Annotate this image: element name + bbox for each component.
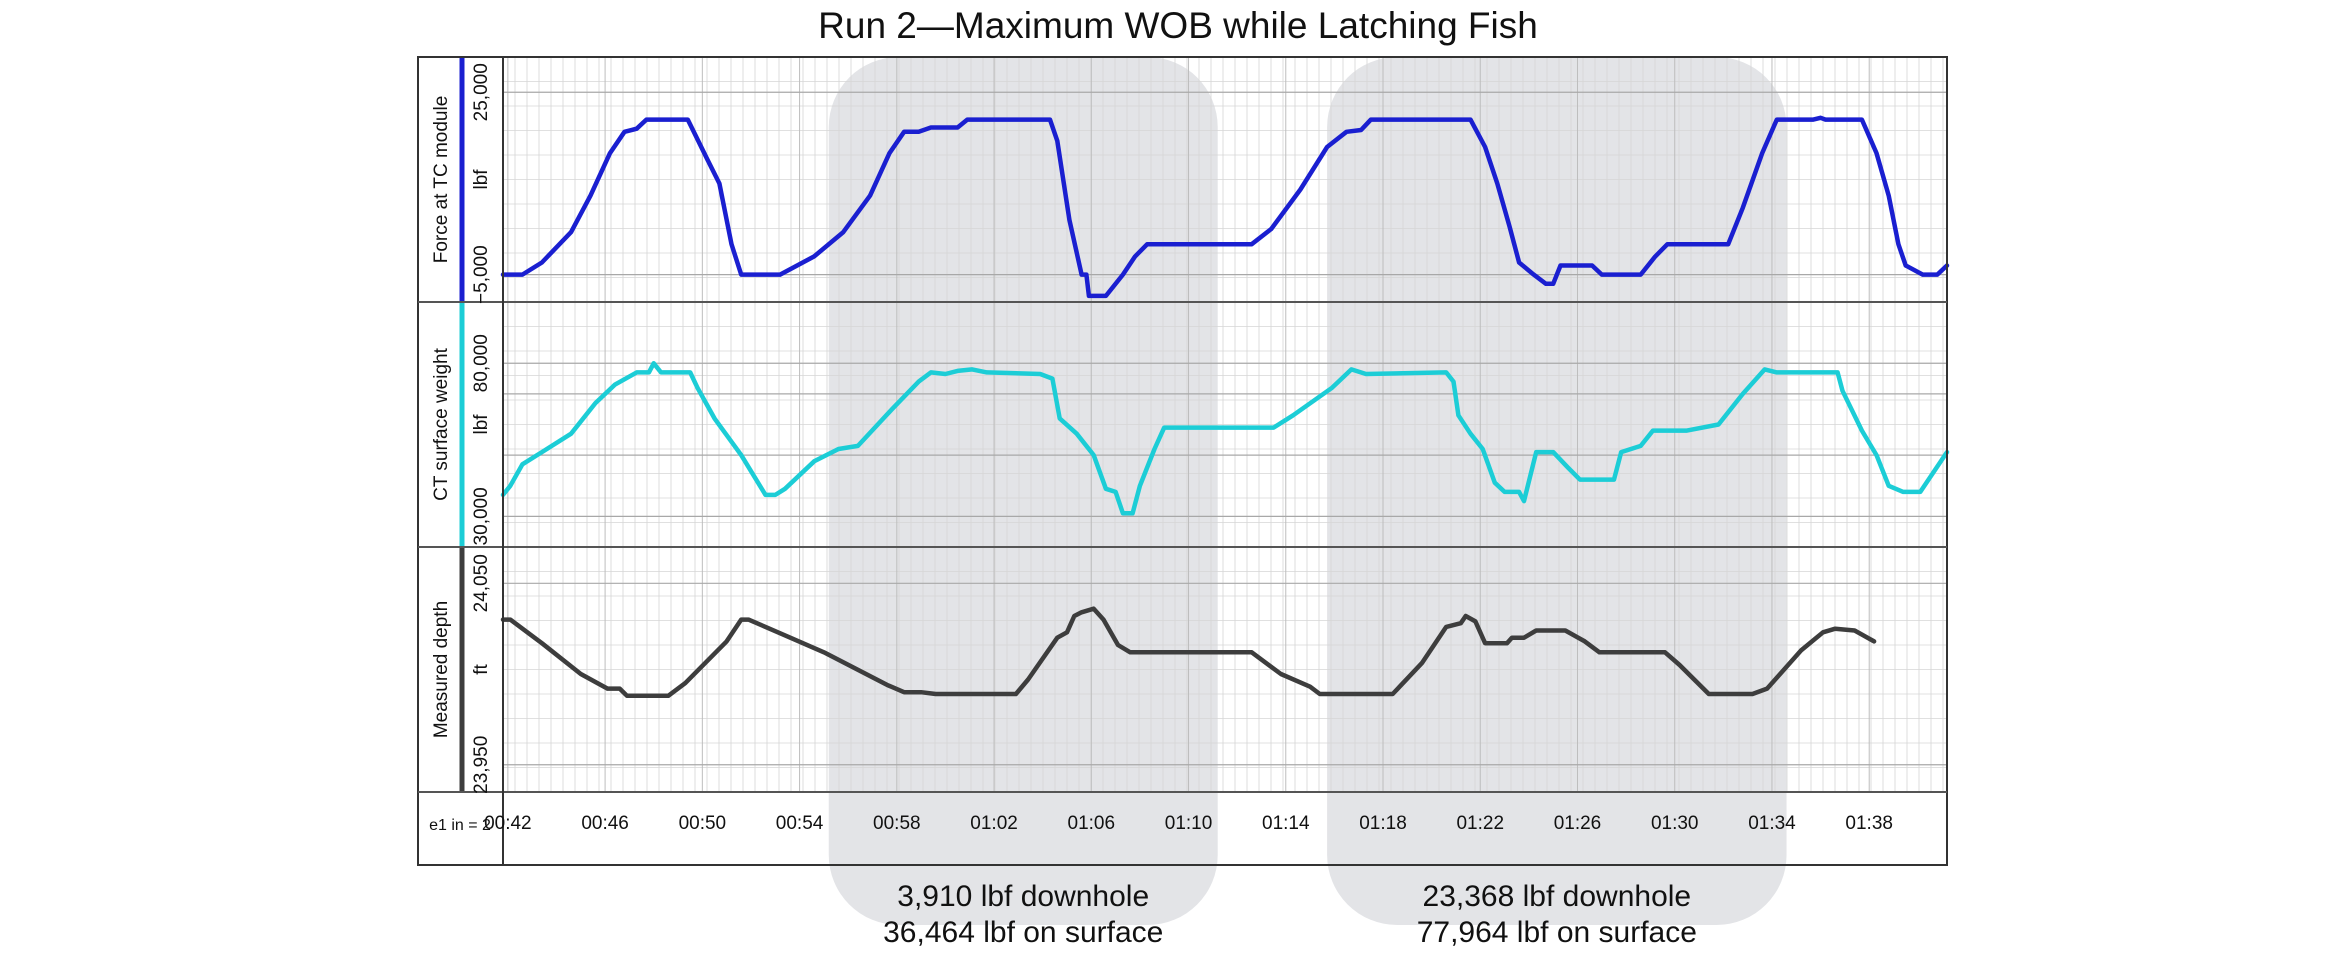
highlight-region-2 (1327, 57, 1787, 925)
highlight-regions (828, 57, 1787, 925)
time-tick-label: 01:06 (1068, 813, 1116, 834)
time-tick-label: 01:26 (1554, 813, 1602, 834)
annotation-line-1-1: 3,910 lbf downhole (897, 880, 1149, 913)
highlight-region-1 (828, 57, 1218, 925)
track-tick-label: 25,000 (471, 63, 492, 121)
time-tick-label: 01:02 (970, 813, 1018, 834)
track-name-2: CT surface weight (431, 347, 452, 500)
track-tick-label: −5,000 (471, 245, 492, 304)
time-tick-label: 01:22 (1456, 813, 1504, 834)
track-tick-label: 30,000 (471, 487, 492, 545)
series-line-1 (500, 115, 1950, 299)
grid (503, 57, 1947, 792)
time-scale-label: e1 in = 2 (429, 817, 491, 834)
frame (417, 56, 1948, 866)
time-tick-label: 00:50 (679, 813, 727, 834)
time-tick-label: 00:58 (873, 813, 921, 834)
time-tick-label: 01:18 (1359, 813, 1407, 834)
series-line-2 (500, 361, 1950, 516)
series (500, 115, 1950, 699)
track-tick-label: 23,950 (471, 736, 492, 794)
track-tick-label: 24,050 (471, 554, 492, 612)
time-tick-label: 01:10 (1165, 813, 1213, 834)
time-tick-label: 01:34 (1748, 813, 1796, 834)
time-tick-label: 00:46 (581, 813, 629, 834)
time-tick-label: 01:14 (1262, 813, 1310, 834)
time-tick-label: 01:30 (1651, 813, 1699, 834)
annotation-line-2-2: 77,964 lbf on surface (1417, 916, 1697, 949)
series-line-3 (500, 606, 1877, 699)
track-name-1: Force at TC module (431, 96, 452, 264)
time-tick-label: 01:38 (1845, 813, 1893, 834)
track-name-3: Measured depth (431, 601, 452, 738)
labels: Run 2—Maximum WOB while Latching Fish e1… (429, 5, 1893, 834)
track-unit-2: lbf (471, 414, 492, 435)
annotation-line-1-2: 36,464 lbf on surface (883, 916, 1163, 949)
track-tick-label: 80,000 (471, 334, 492, 392)
chart-title: Run 2—Maximum WOB while Latching Fish (818, 5, 1538, 46)
time-tick-label: 00:54 (776, 813, 824, 834)
time-tick-label: 00:42 (484, 813, 532, 834)
track-unit-3: ft (471, 664, 492, 675)
annotation-line-2-1: 23,368 lbf downhole (1423, 880, 1692, 913)
track-unit-1: lbf (471, 169, 492, 190)
